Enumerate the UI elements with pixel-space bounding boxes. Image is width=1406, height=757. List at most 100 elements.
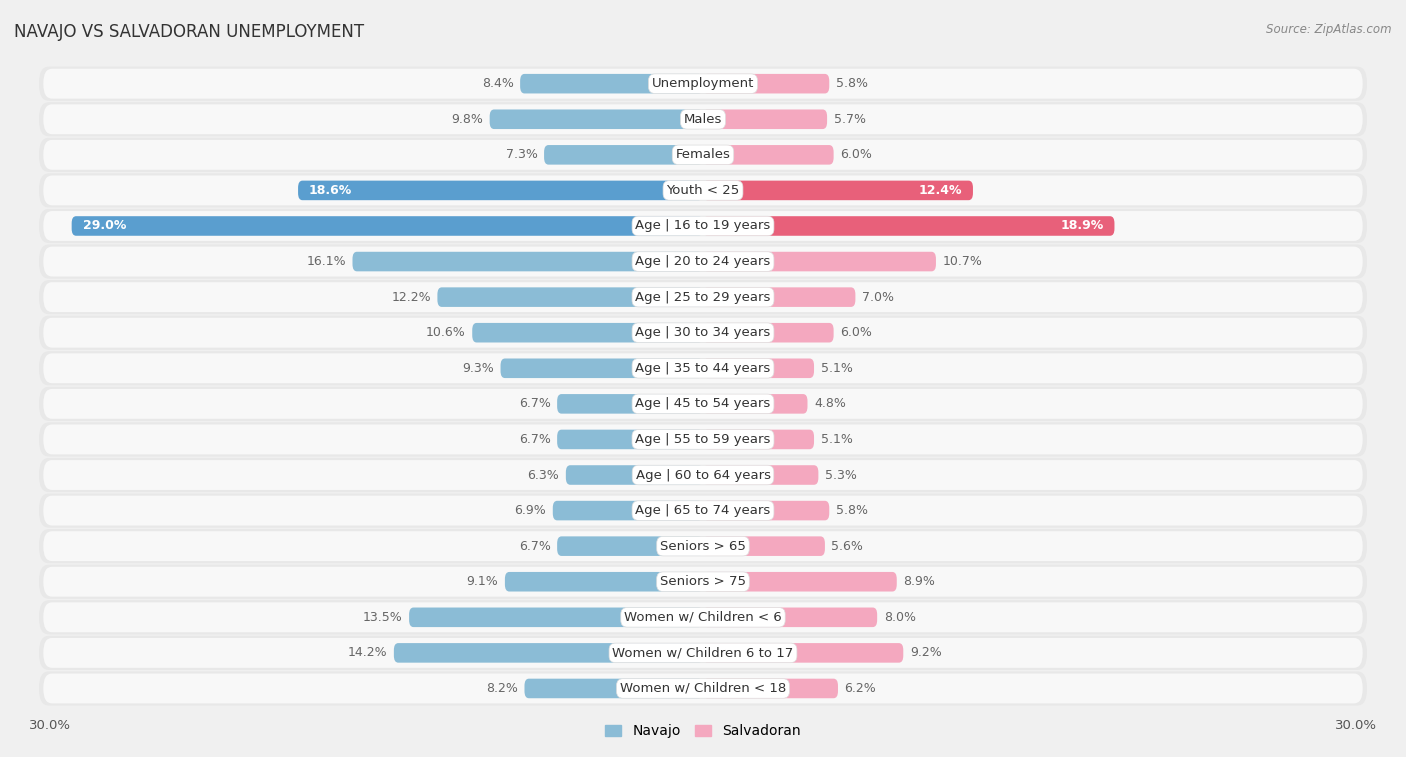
Text: 9.8%: 9.8% [451,113,484,126]
FancyBboxPatch shape [39,138,1367,172]
Legend: Navajo, Salvadoran: Navajo, Salvadoran [599,718,807,743]
FancyBboxPatch shape [39,245,1367,279]
FancyBboxPatch shape [44,176,1362,205]
FancyBboxPatch shape [39,600,1367,634]
Text: Age | 35 to 44 years: Age | 35 to 44 years [636,362,770,375]
FancyBboxPatch shape [44,603,1362,632]
FancyBboxPatch shape [39,173,1367,207]
FancyBboxPatch shape [703,145,834,164]
Text: 12.2%: 12.2% [391,291,430,304]
Text: 8.9%: 8.9% [903,575,935,588]
FancyBboxPatch shape [39,636,1367,670]
FancyBboxPatch shape [353,252,703,271]
FancyBboxPatch shape [44,354,1362,383]
Text: 14.2%: 14.2% [347,646,387,659]
FancyBboxPatch shape [703,643,903,662]
FancyBboxPatch shape [44,69,1362,98]
FancyBboxPatch shape [472,323,703,342]
FancyBboxPatch shape [524,679,703,698]
FancyBboxPatch shape [39,422,1367,456]
Text: Age | 20 to 24 years: Age | 20 to 24 years [636,255,770,268]
FancyBboxPatch shape [409,608,703,627]
FancyBboxPatch shape [39,102,1367,136]
FancyBboxPatch shape [44,425,1362,454]
FancyBboxPatch shape [437,288,703,307]
Text: 7.3%: 7.3% [506,148,537,161]
FancyBboxPatch shape [557,394,703,413]
FancyBboxPatch shape [44,389,1362,419]
Text: Age | 60 to 64 years: Age | 60 to 64 years [636,469,770,481]
FancyBboxPatch shape [39,209,1367,243]
Text: 13.5%: 13.5% [363,611,402,624]
Text: 8.2%: 8.2% [486,682,517,695]
Text: 6.7%: 6.7% [519,433,551,446]
FancyBboxPatch shape [44,318,1362,347]
FancyBboxPatch shape [703,394,807,413]
Text: 9.2%: 9.2% [910,646,942,659]
Text: 18.9%: 18.9% [1060,220,1104,232]
FancyBboxPatch shape [703,679,838,698]
FancyBboxPatch shape [44,674,1362,703]
FancyBboxPatch shape [298,181,703,200]
Text: Age | 30 to 34 years: Age | 30 to 34 years [636,326,770,339]
Text: Seniors > 75: Seniors > 75 [659,575,747,588]
FancyBboxPatch shape [39,316,1367,350]
FancyBboxPatch shape [520,74,703,93]
FancyBboxPatch shape [703,323,834,342]
FancyBboxPatch shape [703,288,855,307]
Text: Women w/ Children < 6: Women w/ Children < 6 [624,611,782,624]
Text: Source: ZipAtlas.com: Source: ZipAtlas.com [1267,23,1392,36]
Text: 7.0%: 7.0% [862,291,894,304]
FancyBboxPatch shape [703,608,877,627]
Text: Age | 25 to 29 years: Age | 25 to 29 years [636,291,770,304]
Text: 5.7%: 5.7% [834,113,866,126]
Text: Unemployment: Unemployment [652,77,754,90]
Text: Males: Males [683,113,723,126]
FancyBboxPatch shape [544,145,703,164]
Text: 6.3%: 6.3% [527,469,560,481]
FancyBboxPatch shape [44,247,1362,276]
Text: 16.1%: 16.1% [307,255,346,268]
FancyBboxPatch shape [39,529,1367,563]
Text: 29.0%: 29.0% [83,220,127,232]
Text: Women w/ Children 6 to 17: Women w/ Children 6 to 17 [613,646,793,659]
Text: 9.3%: 9.3% [463,362,494,375]
FancyBboxPatch shape [703,110,827,129]
Text: 6.0%: 6.0% [841,326,872,339]
FancyBboxPatch shape [565,466,703,484]
FancyBboxPatch shape [39,280,1367,314]
Text: Youth < 25: Youth < 25 [666,184,740,197]
FancyBboxPatch shape [39,494,1367,528]
FancyBboxPatch shape [703,537,825,556]
FancyBboxPatch shape [44,531,1362,561]
FancyBboxPatch shape [703,74,830,93]
FancyBboxPatch shape [703,572,897,591]
FancyBboxPatch shape [44,104,1362,134]
FancyBboxPatch shape [557,430,703,449]
Text: 10.7%: 10.7% [942,255,983,268]
FancyBboxPatch shape [505,572,703,591]
FancyBboxPatch shape [394,643,703,662]
Text: 9.1%: 9.1% [467,575,498,588]
FancyBboxPatch shape [44,638,1362,668]
FancyBboxPatch shape [44,140,1362,170]
FancyBboxPatch shape [703,252,936,271]
FancyBboxPatch shape [44,211,1362,241]
Text: 6.9%: 6.9% [515,504,547,517]
Text: 6.7%: 6.7% [519,540,551,553]
Text: NAVAJO VS SALVADORAN UNEMPLOYMENT: NAVAJO VS SALVADORAN UNEMPLOYMENT [14,23,364,41]
FancyBboxPatch shape [44,567,1362,597]
Text: Age | 55 to 59 years: Age | 55 to 59 years [636,433,770,446]
Text: 12.4%: 12.4% [918,184,962,197]
Text: 5.8%: 5.8% [835,77,868,90]
FancyBboxPatch shape [39,351,1367,385]
Text: Age | 45 to 54 years: Age | 45 to 54 years [636,397,770,410]
Text: Seniors > 65: Seniors > 65 [659,540,747,553]
FancyBboxPatch shape [703,359,814,378]
Text: Females: Females [675,148,731,161]
FancyBboxPatch shape [39,67,1367,101]
FancyBboxPatch shape [703,501,830,520]
Text: Age | 65 to 74 years: Age | 65 to 74 years [636,504,770,517]
Text: 6.2%: 6.2% [845,682,876,695]
FancyBboxPatch shape [501,359,703,378]
